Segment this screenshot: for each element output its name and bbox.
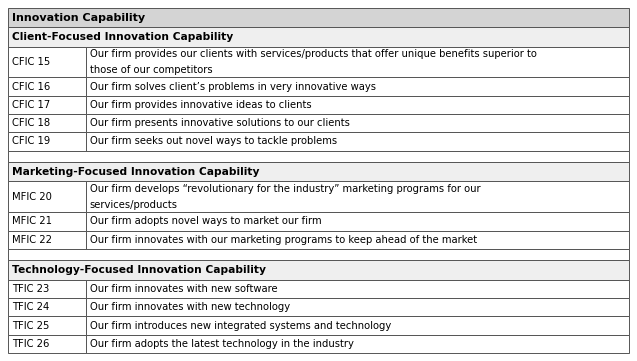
Bar <box>85 231 629 249</box>
Text: TFIC 24: TFIC 24 <box>12 302 49 312</box>
Bar <box>85 182 629 212</box>
Text: Innovation Capability: Innovation Capability <box>12 13 145 23</box>
Text: CFIC 19: CFIC 19 <box>12 136 50 147</box>
Bar <box>8 96 85 114</box>
Text: services/products: services/products <box>90 200 178 210</box>
Bar <box>8 335 85 353</box>
Bar <box>8 151 629 162</box>
Text: CFIC 17: CFIC 17 <box>12 100 50 110</box>
Bar <box>8 8 629 27</box>
Bar <box>8 280 85 298</box>
Text: Our firm introduces new integrated systems and technology: Our firm introduces new integrated syste… <box>90 321 391 331</box>
Bar <box>8 182 85 212</box>
Bar <box>85 335 629 353</box>
Text: Our firm innovates with new technology: Our firm innovates with new technology <box>90 302 290 312</box>
Text: Marketing-Focused Innovation Capability: Marketing-Focused Innovation Capability <box>12 167 259 177</box>
Text: MFIC 20: MFIC 20 <box>12 192 52 202</box>
Text: CFIC 18: CFIC 18 <box>12 118 50 128</box>
Text: MFIC 21: MFIC 21 <box>12 217 52 226</box>
Text: Technology-Focused Innovation Capability: Technology-Focused Innovation Capability <box>12 265 266 275</box>
Bar <box>8 27 629 47</box>
Text: Our firm innovates with new software: Our firm innovates with new software <box>90 284 277 294</box>
Bar <box>8 231 85 249</box>
Text: Client-Focused Innovation Capability: Client-Focused Innovation Capability <box>12 32 233 42</box>
Text: Our firm develops “revolutionary for the industry” marketing programs for our: Our firm develops “revolutionary for the… <box>90 184 480 194</box>
Text: Our firm seeks out novel ways to tackle problems: Our firm seeks out novel ways to tackle … <box>90 136 337 147</box>
Bar <box>85 298 629 316</box>
Text: Our firm innovates with our marketing programs to keep ahead of the market: Our firm innovates with our marketing pr… <box>90 235 476 245</box>
Bar <box>85 114 629 132</box>
Bar <box>8 77 85 96</box>
Text: those of our competitors: those of our competitors <box>90 65 212 75</box>
Bar <box>8 47 85 77</box>
Bar <box>85 96 629 114</box>
Text: TFIC 25: TFIC 25 <box>12 321 50 331</box>
Bar <box>85 47 629 77</box>
Bar <box>8 249 629 261</box>
Text: CFIC 15: CFIC 15 <box>12 57 50 67</box>
Bar <box>8 162 629 182</box>
Text: TFIC 26: TFIC 26 <box>12 339 50 349</box>
Bar <box>8 132 85 151</box>
Bar <box>85 212 629 231</box>
Text: TFIC 23: TFIC 23 <box>12 284 49 294</box>
Bar <box>8 298 85 316</box>
Text: Our firm adopts the latest technology in the industry: Our firm adopts the latest technology in… <box>90 339 354 349</box>
Bar <box>8 316 85 335</box>
Bar <box>85 132 629 151</box>
Text: Our firm provides innovative ideas to clients: Our firm provides innovative ideas to cl… <box>90 100 311 110</box>
Bar <box>85 280 629 298</box>
Text: Our firm provides our clients with services/products that offer unique benefits : Our firm provides our clients with servi… <box>90 49 536 59</box>
Bar <box>8 212 85 231</box>
Bar <box>85 77 629 96</box>
Text: Our firm presents innovative solutions to our clients: Our firm presents innovative solutions t… <box>90 118 350 128</box>
Text: MFIC 22: MFIC 22 <box>12 235 52 245</box>
Text: Our firm adopts novel ways to market our firm: Our firm adopts novel ways to market our… <box>90 217 321 226</box>
Text: CFIC 16: CFIC 16 <box>12 82 50 92</box>
Text: Our firm solves client’s problems in very innovative ways: Our firm solves client’s problems in ver… <box>90 82 376 92</box>
Bar <box>8 261 629 280</box>
Bar <box>8 114 85 132</box>
Bar <box>85 316 629 335</box>
